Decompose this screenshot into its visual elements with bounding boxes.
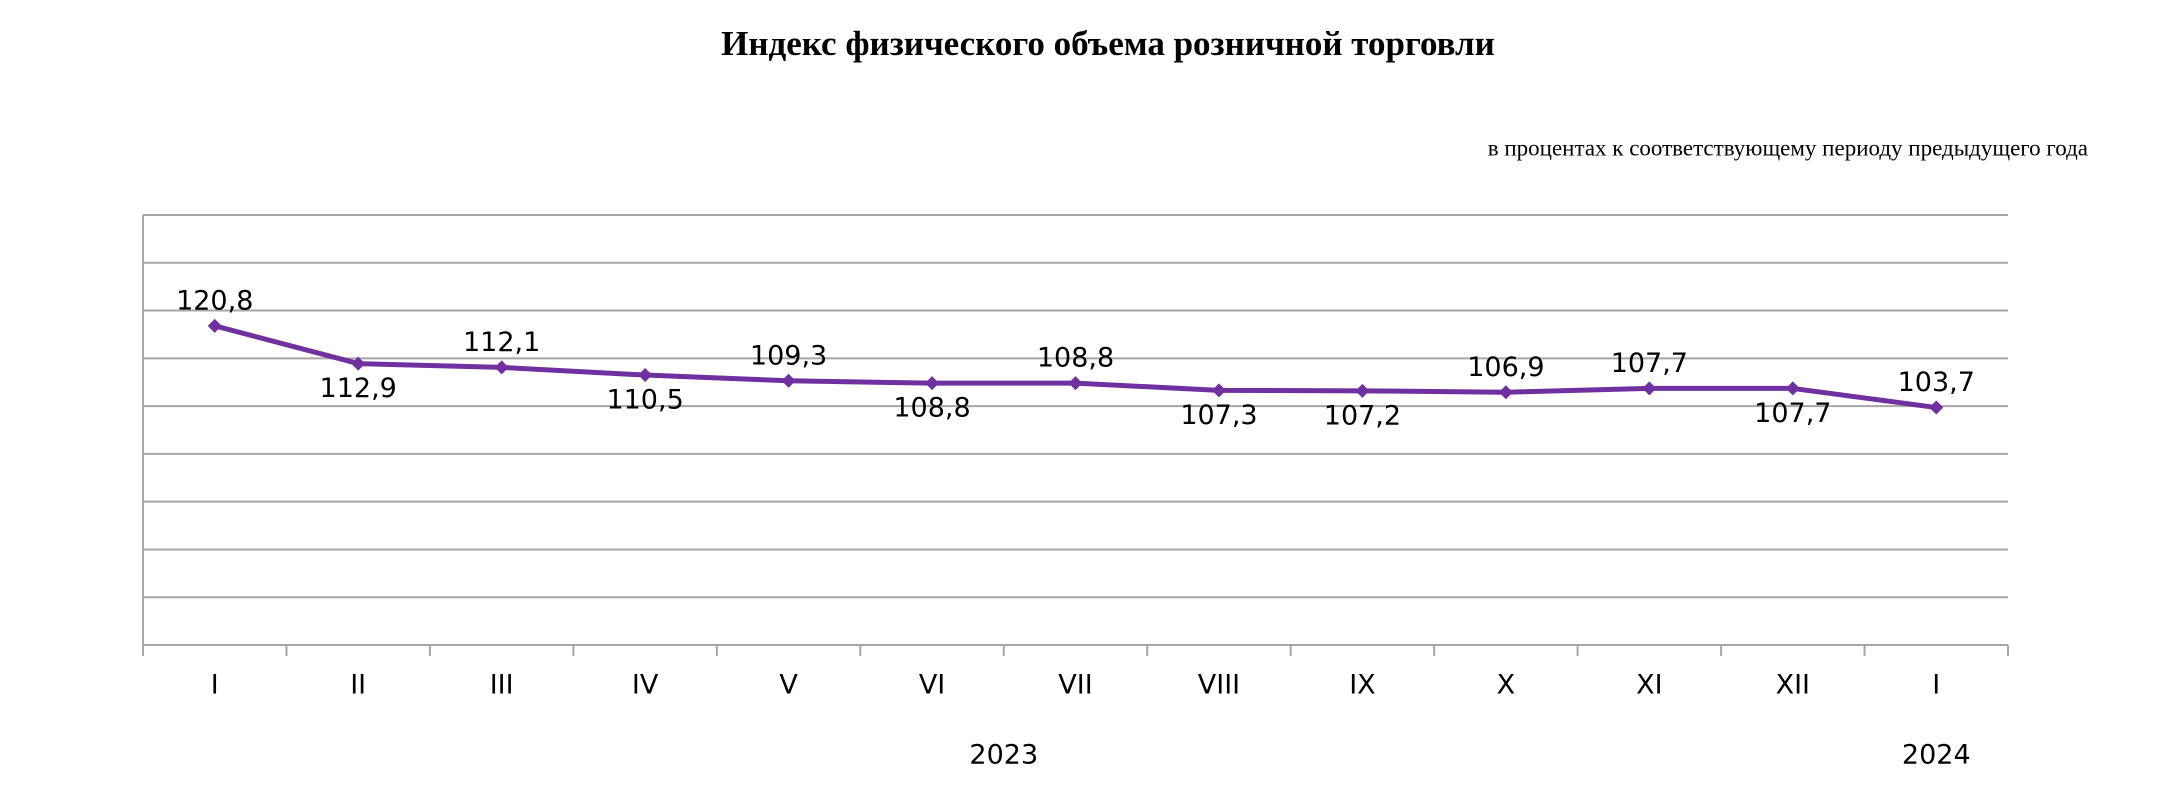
x-tick-label: VIII [1198, 670, 1240, 701]
data-label: 120,8 [176, 285, 253, 316]
data-label: 107,3 [1180, 400, 1257, 431]
x-tick-label: VI [919, 670, 945, 701]
point-marker [1785, 381, 1800, 396]
data-label: 107,7 [1611, 348, 1688, 379]
x-tick-label: V [779, 670, 798, 701]
x-tick-label: XII [1776, 670, 1810, 701]
point-marker [1068, 376, 1083, 391]
point-marker [638, 368, 653, 383]
x-tick-label: XI [1636, 670, 1662, 701]
x-tick-label: I [1932, 670, 1940, 701]
data-label: 107,2 [1324, 400, 1401, 431]
x-tick-label: IX [1349, 670, 1375, 701]
point-marker [494, 360, 509, 375]
point-marker [1642, 381, 1657, 396]
point-marker [781, 373, 796, 388]
x-group-label: 2023 [969, 740, 1038, 771]
data-label: 108,8 [1037, 343, 1114, 374]
data-label: 106,9 [1467, 352, 1544, 383]
point-marker [1211, 383, 1226, 398]
point-marker [1498, 385, 1513, 400]
data-label: 112,9 [320, 373, 397, 404]
chart-subtitle: в процентах к соответствующему периоду п… [1488, 135, 2088, 160]
data-label: 110,5 [606, 385, 683, 416]
x-tick-label: X [1497, 670, 1516, 701]
data-label: 112,1 [463, 327, 540, 358]
x-tick-label: IV [632, 670, 659, 701]
data-label: 107,7 [1754, 398, 1831, 429]
data-label: 103,7 [1898, 367, 1975, 398]
x-group-label: 2024 [1902, 740, 1971, 771]
data-label: 109,3 [750, 340, 827, 371]
x-tick-label: I [211, 670, 219, 701]
point-marker [1929, 400, 1944, 415]
data-label: 108,8 [893, 393, 970, 424]
point-marker [1355, 383, 1370, 398]
point-marker [925, 376, 940, 391]
point-marker [207, 318, 222, 333]
x-tick-label: III [490, 670, 514, 701]
x-tick-label: II [350, 670, 366, 701]
chart-title: Индекс физического объема розничной торг… [721, 24, 1495, 63]
x-tick-label: VII [1058, 670, 1092, 701]
point-marker [351, 356, 366, 371]
